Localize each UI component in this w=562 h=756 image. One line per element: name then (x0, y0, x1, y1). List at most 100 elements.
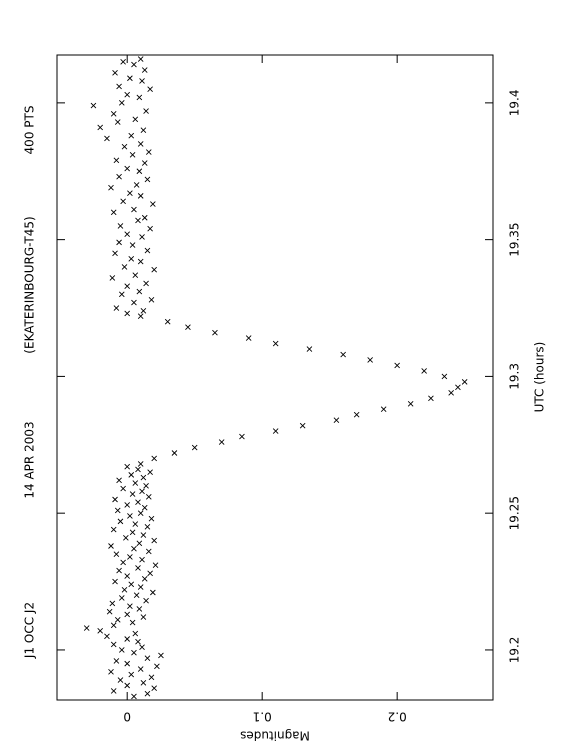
data-point (136, 540, 143, 547)
data-point (116, 477, 122, 484)
data-point (135, 499, 141, 506)
data-point (140, 307, 147, 314)
chart-title: 400 PTS (23, 106, 37, 155)
data-point (116, 173, 122, 180)
data-point (132, 116, 139, 123)
data-point (152, 562, 159, 568)
data-point (104, 633, 110, 640)
data-point (140, 127, 147, 134)
data-point (272, 428, 279, 434)
data-point (139, 556, 145, 563)
data-point (129, 152, 136, 158)
data-point (110, 110, 117, 117)
data-point (135, 466, 141, 473)
data-point (132, 480, 139, 486)
data-point (127, 190, 133, 196)
data-point (171, 450, 178, 456)
data-point (112, 69, 118, 76)
data-point (140, 679, 147, 686)
data-point (455, 384, 461, 391)
data-point (150, 201, 156, 207)
data-point (118, 647, 125, 653)
data-point (109, 275, 116, 281)
data-point (143, 597, 149, 604)
data-point (448, 389, 454, 396)
data-point (151, 455, 158, 462)
data-point (299, 422, 306, 429)
data-point (139, 488, 145, 495)
data-point (113, 305, 120, 311)
data-point (120, 198, 126, 205)
data-point (212, 329, 218, 336)
data-point (109, 600, 116, 607)
data-point (131, 206, 137, 213)
data-point (245, 335, 252, 341)
data-point (120, 559, 126, 566)
data-point (154, 663, 160, 670)
chart-title: J1 OCC J2 (23, 602, 37, 659)
data-point (461, 379, 468, 385)
data-point (127, 513, 133, 519)
data-point (129, 619, 136, 626)
x-tick-label: 19.35 (508, 222, 522, 256)
data-point (145, 493, 152, 500)
data-point (137, 584, 144, 590)
data-point (137, 313, 144, 320)
data-point (407, 400, 414, 407)
data-point (340, 351, 346, 358)
data-point (144, 176, 151, 183)
data-point (144, 524, 151, 530)
data-point (83, 625, 90, 631)
data-point (97, 627, 104, 634)
data-point (127, 75, 133, 82)
data-point (147, 225, 153, 232)
data-point (191, 444, 198, 451)
data-point (97, 124, 104, 131)
data-point (147, 469, 153, 475)
data-point (127, 554, 133, 560)
data-point (110, 641, 117, 648)
data-point (112, 578, 118, 585)
data-point (136, 94, 143, 101)
data-point (128, 132, 135, 139)
data-point (132, 521, 139, 527)
data-point (120, 485, 126, 492)
data-point (148, 515, 155, 522)
data-point (144, 655, 151, 661)
data-point (140, 614, 147, 620)
data-point (114, 617, 121, 623)
data-point (239, 433, 245, 440)
data-point (131, 649, 137, 656)
x-axis-label: UTC (hours) (533, 342, 547, 413)
data-point (151, 537, 158, 544)
data-point (133, 182, 140, 188)
data-point (129, 242, 136, 248)
data-point (127, 603, 133, 609)
data-point (141, 214, 148, 221)
data-point (112, 496, 118, 503)
data-point (137, 193, 144, 199)
data-point (124, 502, 131, 508)
data-point (106, 608, 113, 615)
data-point (148, 674, 155, 681)
data-point (139, 78, 145, 84)
data-point (140, 474, 147, 481)
data-point (112, 250, 118, 257)
data-point (124, 310, 131, 317)
data-point (114, 119, 121, 125)
data-point (116, 567, 122, 574)
data-point (124, 231, 131, 237)
data-point (113, 551, 120, 558)
data-point (185, 324, 191, 330)
data-point (140, 532, 147, 538)
data-point (110, 526, 117, 533)
data-point (129, 529, 136, 536)
data-point (131, 299, 137, 306)
data-point (116, 239, 122, 246)
data-point (147, 86, 153, 93)
data-point (131, 693, 137, 700)
data-point (143, 108, 149, 114)
data-point (141, 160, 148, 166)
data-point (124, 165, 131, 172)
data-point (132, 630, 139, 637)
